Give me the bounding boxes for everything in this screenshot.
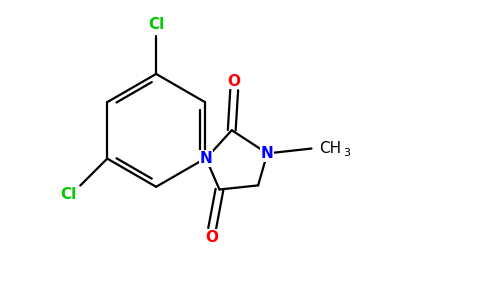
Text: CH: CH bbox=[319, 141, 341, 156]
Text: Cl: Cl bbox=[60, 187, 76, 202]
Text: N: N bbox=[199, 151, 212, 166]
Text: O: O bbox=[227, 74, 241, 89]
Text: O: O bbox=[206, 230, 219, 245]
Text: 3: 3 bbox=[343, 148, 350, 158]
Text: Cl: Cl bbox=[148, 17, 164, 32]
Text: N: N bbox=[261, 146, 273, 161]
